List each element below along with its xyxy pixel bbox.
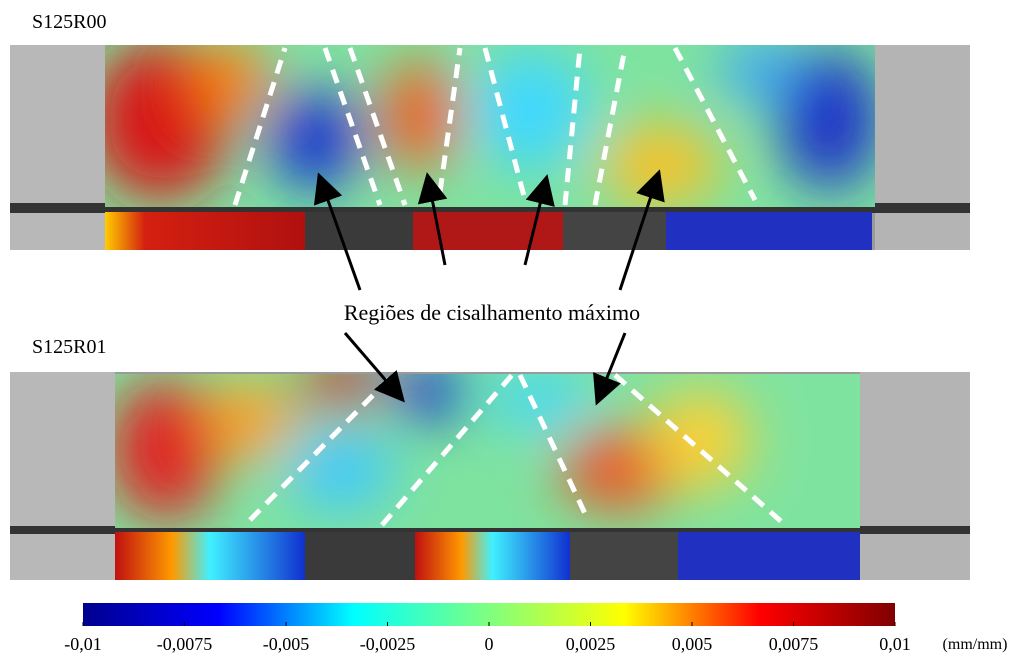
panel-label: S125R01 [32,336,106,358]
tick-label: 0,01 [879,634,911,654]
tick-label: -0,0025 [360,634,416,654]
tick-label: 0,0025 [566,634,616,654]
shear-line [232,46,785,527]
arrow [313,169,665,406]
annotation: Regiões de cisalhamento máximo [344,300,640,325]
tick-label: 0,0075 [769,634,819,654]
tick-label: -0,0075 [157,634,213,654]
tick-label: -0,01 [64,634,102,654]
specimen-image [10,45,970,250]
tick-label: 0,005 [672,634,713,654]
tick-label: -0,005 [263,634,310,654]
panel-label: S125R00 [32,11,106,33]
specimen-image [10,372,970,580]
colorbar [83,603,895,626]
tick-label: 0 [485,634,494,654]
colorbar-unit: (mm/mm) [943,636,1008,653]
